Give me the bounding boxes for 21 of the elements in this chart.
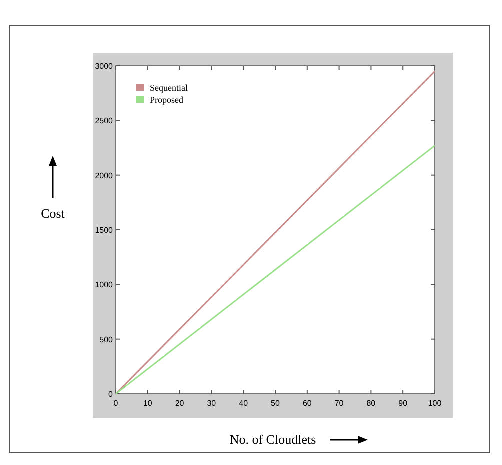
- x-tick-label: 60: [302, 399, 312, 408]
- y-tick-label: 3000: [95, 62, 114, 71]
- x-axis-title: No. of Cloudlets: [230, 432, 316, 447]
- x-tick-label: 10: [143, 399, 153, 408]
- x-tick-label: 70: [334, 399, 344, 408]
- y-tick-label: 1000: [95, 280, 114, 290]
- y-tick-label: 2500: [95, 116, 114, 126]
- legend-label: Sequential: [150, 83, 188, 93]
- x-tick-label: 50: [271, 399, 280, 408]
- y-tick-label: 2000: [95, 171, 114, 180]
- y-tick-label: 1500: [95, 226, 114, 235]
- legend-label: Proposed: [150, 95, 184, 105]
- x-tick-label: 90: [398, 399, 408, 408]
- y-tick-label: 500: [100, 335, 114, 344]
- y-tick-label: 0: [108, 390, 114, 399]
- y-axis-title: Cost: [41, 206, 66, 221]
- x-tick-label: 100: [428, 399, 442, 408]
- x-tick-label: 80: [366, 399, 376, 408]
- x-tick-label: 40: [239, 399, 249, 408]
- x-tick-label: 20: [175, 399, 185, 408]
- x-tick-label: 30: [207, 399, 217, 408]
